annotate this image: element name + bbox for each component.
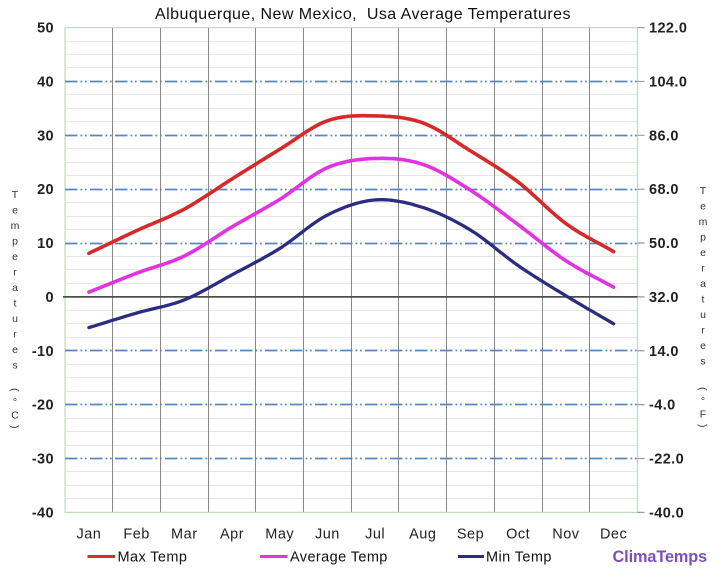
svg-text:a: a <box>12 282 18 294</box>
svg-text:50.0: 50.0 <box>649 236 679 252</box>
svg-text:e: e <box>12 251 18 263</box>
svg-text:40: 40 <box>37 74 54 90</box>
svg-text:Oct: Oct <box>506 527 530 543</box>
svg-text:Apr: Apr <box>220 527 244 543</box>
svg-text:Mar: Mar <box>171 527 197 543</box>
svg-text:-20: -20 <box>32 398 54 414</box>
svg-text:Sep: Sep <box>457 527 484 543</box>
svg-text:m: m <box>699 216 708 228</box>
svg-text:32.0: 32.0 <box>649 290 679 306</box>
svg-text:s: s <box>700 356 705 368</box>
svg-text:-40.0: -40.0 <box>649 505 684 521</box>
svg-text:-10: -10 <box>32 344 54 360</box>
svg-text:20: 20 <box>37 182 54 198</box>
svg-text:a: a <box>700 278 706 290</box>
svg-text:Dec: Dec <box>600 527 627 543</box>
svg-text:s: s <box>12 359 17 371</box>
svg-text:p: p <box>700 232 706 244</box>
svg-text:F: F <box>700 408 706 420</box>
svg-text:May: May <box>265 527 294 543</box>
svg-text:Feb: Feb <box>123 527 150 543</box>
svg-text:t: t <box>14 297 17 309</box>
svg-text:Jun: Jun <box>315 527 340 543</box>
svg-text:r: r <box>13 328 17 340</box>
svg-text:50: 50 <box>37 21 54 37</box>
svg-text:m: m <box>11 220 20 232</box>
svg-text:r: r <box>13 267 17 279</box>
svg-text:-30: -30 <box>32 452 54 468</box>
svg-text:-22.0: -22.0 <box>649 452 684 468</box>
svg-text:86.0: 86.0 <box>649 128 679 144</box>
svg-text:10: 10 <box>37 236 54 252</box>
svg-text:-4.0: -4.0 <box>649 398 676 414</box>
svg-text:(: ( <box>9 388 21 392</box>
svg-text:Aug: Aug <box>409 527 436 543</box>
svg-text:p: p <box>12 236 18 248</box>
svg-text:e: e <box>700 340 706 352</box>
svg-text:68.0: 68.0 <box>649 182 679 198</box>
svg-text:-40: -40 <box>32 505 54 521</box>
svg-text:Average Temp: Average Temp <box>290 550 388 566</box>
svg-text:Max Temp: Max Temp <box>118 550 188 566</box>
svg-text:u: u <box>700 309 706 321</box>
svg-text:r: r <box>701 325 705 337</box>
svg-text:): ) <box>697 424 709 428</box>
svg-text:r: r <box>701 263 705 275</box>
svg-text:C: C <box>11 409 19 421</box>
svg-text:T: T <box>700 185 707 197</box>
svg-text:): ) <box>9 425 21 429</box>
svg-text:122.0: 122.0 <box>649 21 687 37</box>
svg-text:Albuquerque, New Mexico, Usa: Albuquerque, New Mexico, Usa Average Tem… <box>155 6 571 23</box>
svg-text:Nov: Nov <box>552 527 580 543</box>
svg-text:u: u <box>12 313 18 325</box>
svg-text:ClimaTemps: ClimaTemps <box>613 548 708 566</box>
svg-text:14.0: 14.0 <box>649 344 679 360</box>
svg-text:104.0: 104.0 <box>649 74 687 90</box>
svg-text:Jul: Jul <box>365 527 385 543</box>
svg-text:0: 0 <box>46 290 54 306</box>
svg-text:t: t <box>702 294 705 306</box>
svg-text:Min Temp: Min Temp <box>486 550 552 566</box>
svg-text:°: ° <box>701 395 705 407</box>
svg-text:°: ° <box>13 396 17 408</box>
svg-text:e: e <box>12 344 18 356</box>
svg-text:e: e <box>12 205 18 217</box>
svg-text:e: e <box>700 201 706 213</box>
svg-text:(: ( <box>697 387 709 391</box>
svg-text:30: 30 <box>37 128 54 144</box>
svg-text:T: T <box>12 189 19 201</box>
svg-text:Jan: Jan <box>76 527 101 543</box>
svg-text:e: e <box>700 247 706 259</box>
